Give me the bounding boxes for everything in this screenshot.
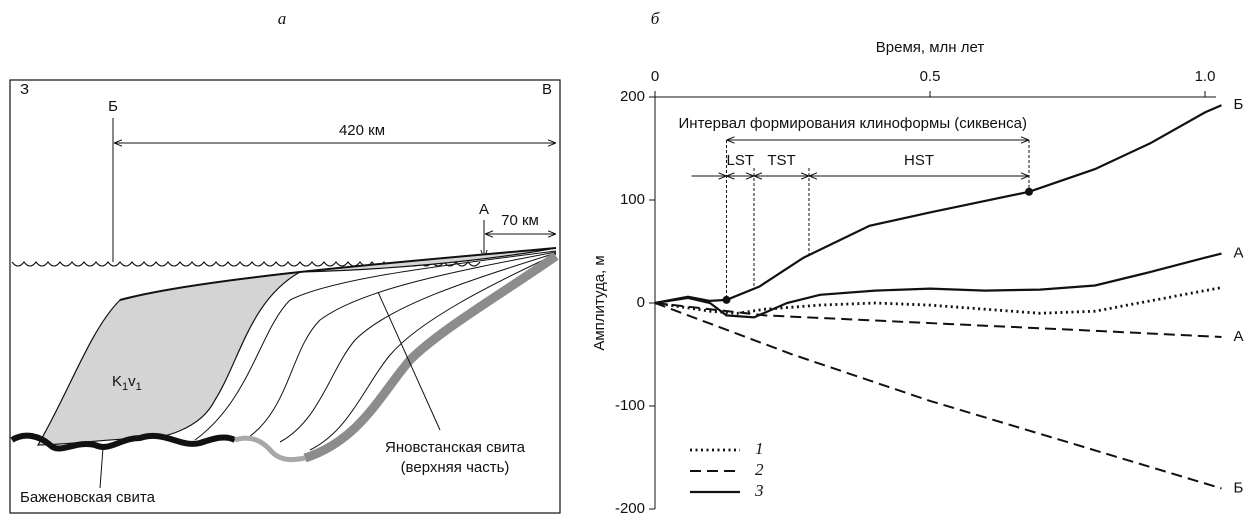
panel-b: б Время, млн лет Амплитуда, м -200 -100 0 1… [591,9,1244,517]
series-line [654,302,1222,490]
formation-body [36,247,557,446]
point-label: А [479,201,489,218]
y-tick-label: -100 [615,397,645,414]
bazhenov-layer [234,435,306,463]
x-tick-label: 0 [651,68,659,85]
frame [9,79,561,514]
label-part: 1 [136,381,142,393]
series-end-label: Б [1234,479,1244,496]
interval-label: Интервал формирования клиноформы (сиквен… [679,115,1028,132]
clinoform [279,252,557,443]
label-part: 1 [122,381,128,393]
panel-a: а З В Б 420 км А 70 км K1v1 Яновстанская… [9,9,561,514]
clinoform [309,253,557,451]
legend-label: 1 [755,439,764,458]
y-tick-label: -200 [615,500,645,517]
clinoform [244,251,557,441]
y-axis-title: Амплитуда, м [591,255,608,350]
bazhenov-layer [10,432,237,452]
seafloor [119,247,557,301]
point-label: Б [108,98,118,115]
leader-line [99,447,104,489]
phase-label: TST [767,152,795,169]
legend-label: 3 [754,481,764,500]
x-tick-label: 0.5 [920,68,941,85]
y-tick-label: 200 [620,88,645,105]
y-tick-label: 100 [620,191,645,208]
x-axis-title: Время, млн лет [876,39,985,56]
x-tick-label: 1.0 [1195,68,1216,85]
series-end-label: Б [1234,96,1244,113]
series-line [654,302,1222,338]
series-line [654,104,1222,305]
panel-label: б [651,9,660,28]
formation-note: Баженовская свита [20,489,156,506]
legend-label: 2 [755,460,764,479]
yanovstan-band [303,252,559,463]
series-end-label: А [1234,245,1244,262]
formation-note: (верхняя часть) [401,459,510,476]
series-end-label: А [1234,328,1244,345]
west-label: З [20,81,29,98]
series-line [654,286,1222,315]
series-line [654,252,1222,319]
leader-line [377,291,441,431]
phase-label: HST [904,152,934,169]
distance-label: 420 км [339,122,385,139]
label-part: v [128,373,136,390]
label-part: K [112,373,122,390]
phase-label: LST [726,152,754,169]
formation-note: Яновстанская свита [385,439,526,456]
east-label: В [542,81,552,98]
point-marker [722,295,731,304]
clinoform [194,250,557,441]
y-tick-label: 0 [637,294,645,311]
formation-label: K1v1 [112,373,142,393]
distance-label: 70 км [501,212,539,229]
panel-label: а [278,9,287,28]
